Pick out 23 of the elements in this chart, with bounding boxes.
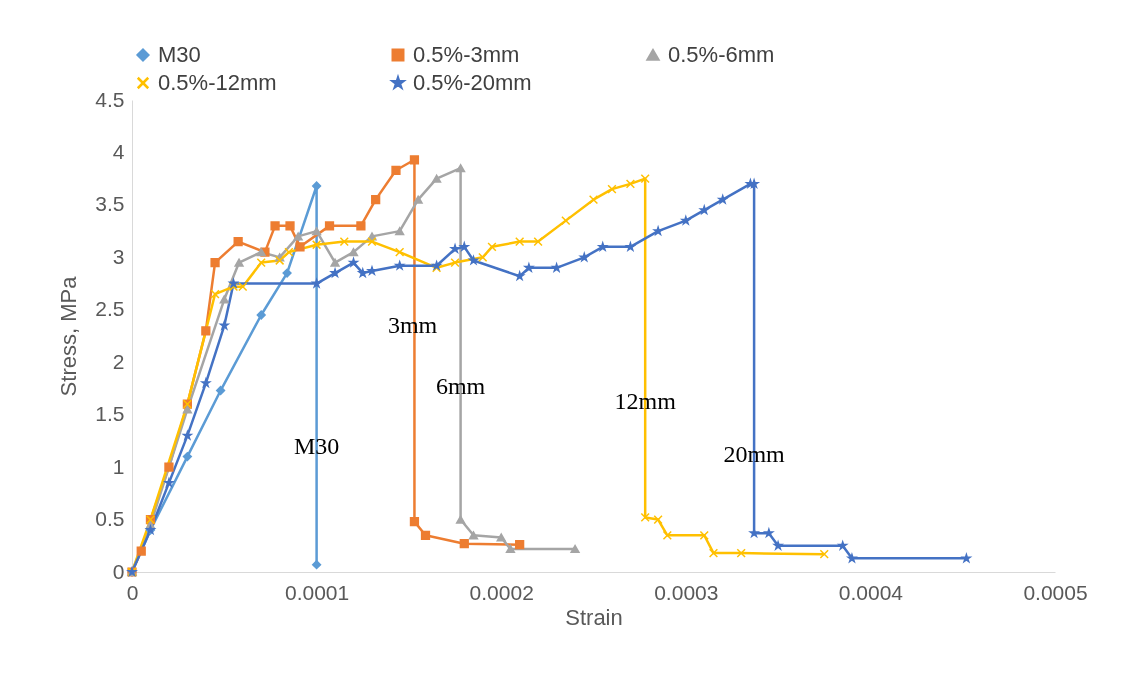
x-tick-label: 0.0003: [654, 580, 719, 604]
y-tick-label: 3.5: [95, 192, 125, 216]
annotation: 6mm: [435, 373, 486, 400]
y-axis-title: Stress, MPa: [56, 275, 82, 397]
legend-label: M30: [158, 42, 201, 67]
legend-label: 0.5%-3mm: [413, 42, 520, 67]
x-tick-label: 0.0002: [469, 580, 534, 604]
legend-label: 0.5%-12mm: [158, 70, 277, 95]
legend-label: 0.5%-20mm: [413, 70, 532, 95]
x-tick-label: 0.0004: [838, 580, 904, 604]
y-tick-label: 4: [112, 139, 125, 163]
y-tick-label: 0.5: [95, 507, 125, 531]
x-tick-label: 0.0001: [284, 580, 350, 604]
y-tick-label: 0: [112, 559, 125, 583]
y-tick-label: 3: [112, 244, 125, 268]
y-tick-label: 4.5: [95, 87, 125, 111]
x-tick-label: 0.0005: [1023, 580, 1088, 604]
y-tick-label: 1: [112, 454, 125, 478]
x-axis-title: Strain: [565, 604, 623, 630]
y-tick-label: 2.5: [95, 297, 125, 321]
legend-label: 0.5%-6mm: [668, 42, 775, 67]
y-tick-label: 2: [112, 349, 125, 373]
y-tick-label: 1.5: [95, 402, 125, 426]
